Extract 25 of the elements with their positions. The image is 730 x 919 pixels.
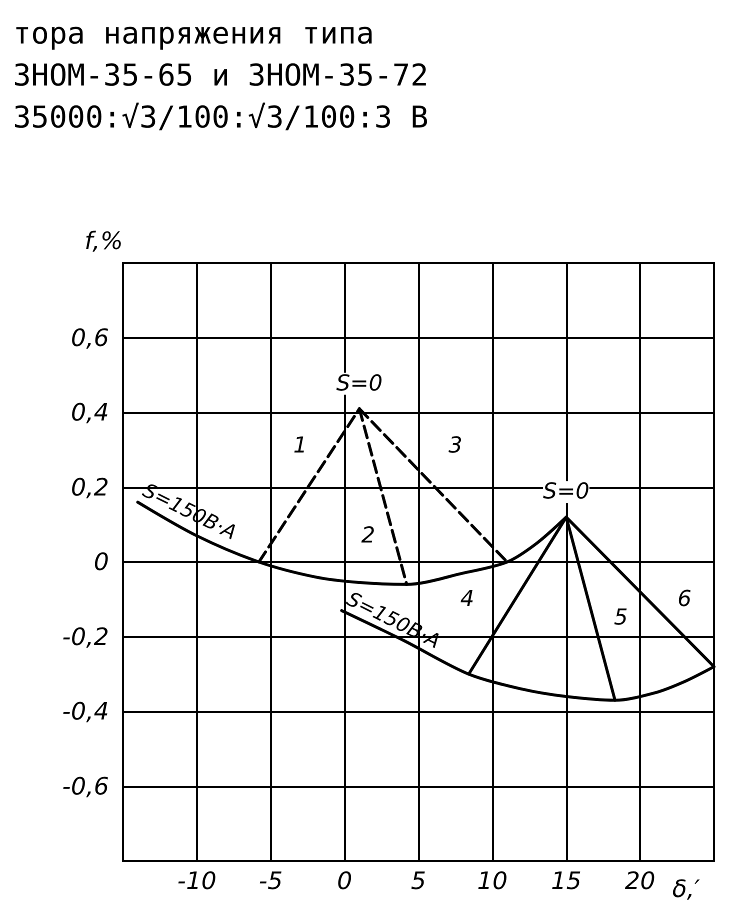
x-tick-label: -5 <box>258 867 283 895</box>
y-tick-label: 0,4 <box>70 398 109 426</box>
annotation: 1 <box>293 434 308 459</box>
annotation: S=0 <box>543 480 590 505</box>
x-tick-label: 0 <box>336 867 352 895</box>
chart-title: тора напряжения типа ЗНОМ-35-65 и ЗНОМ-35-72 35000:√3/100:√3/100:3 В <box>13 16 428 136</box>
x-tick-label: 10 <box>477 867 508 895</box>
y-tick-label: -0,4 <box>62 698 109 726</box>
annotation: 3 <box>448 434 462 459</box>
x-tick-label: -10 <box>177 867 216 895</box>
x-tick-label: 5 <box>410 867 426 895</box>
annotation: 4 <box>460 586 474 612</box>
y-axis-title: f,% <box>84 227 123 255</box>
y-tick-label: -0,6 <box>62 772 109 800</box>
x-tick-label: 20 <box>624 867 656 895</box>
y-tick-label: 0,6 <box>70 324 109 352</box>
annotation: 5 <box>614 606 628 631</box>
x-tick-label: 15 <box>550 867 582 895</box>
y-tick-label: -0,2 <box>62 622 109 651</box>
x-axis-title: δ,′ <box>672 875 701 903</box>
annotation: 2 <box>361 523 376 548</box>
y-tick-label: 0 <box>94 548 109 576</box>
annotation: 6 <box>677 586 692 612</box>
annotation: S=0 <box>336 371 383 396</box>
y-tick-label: 0,2 <box>70 473 109 502</box>
